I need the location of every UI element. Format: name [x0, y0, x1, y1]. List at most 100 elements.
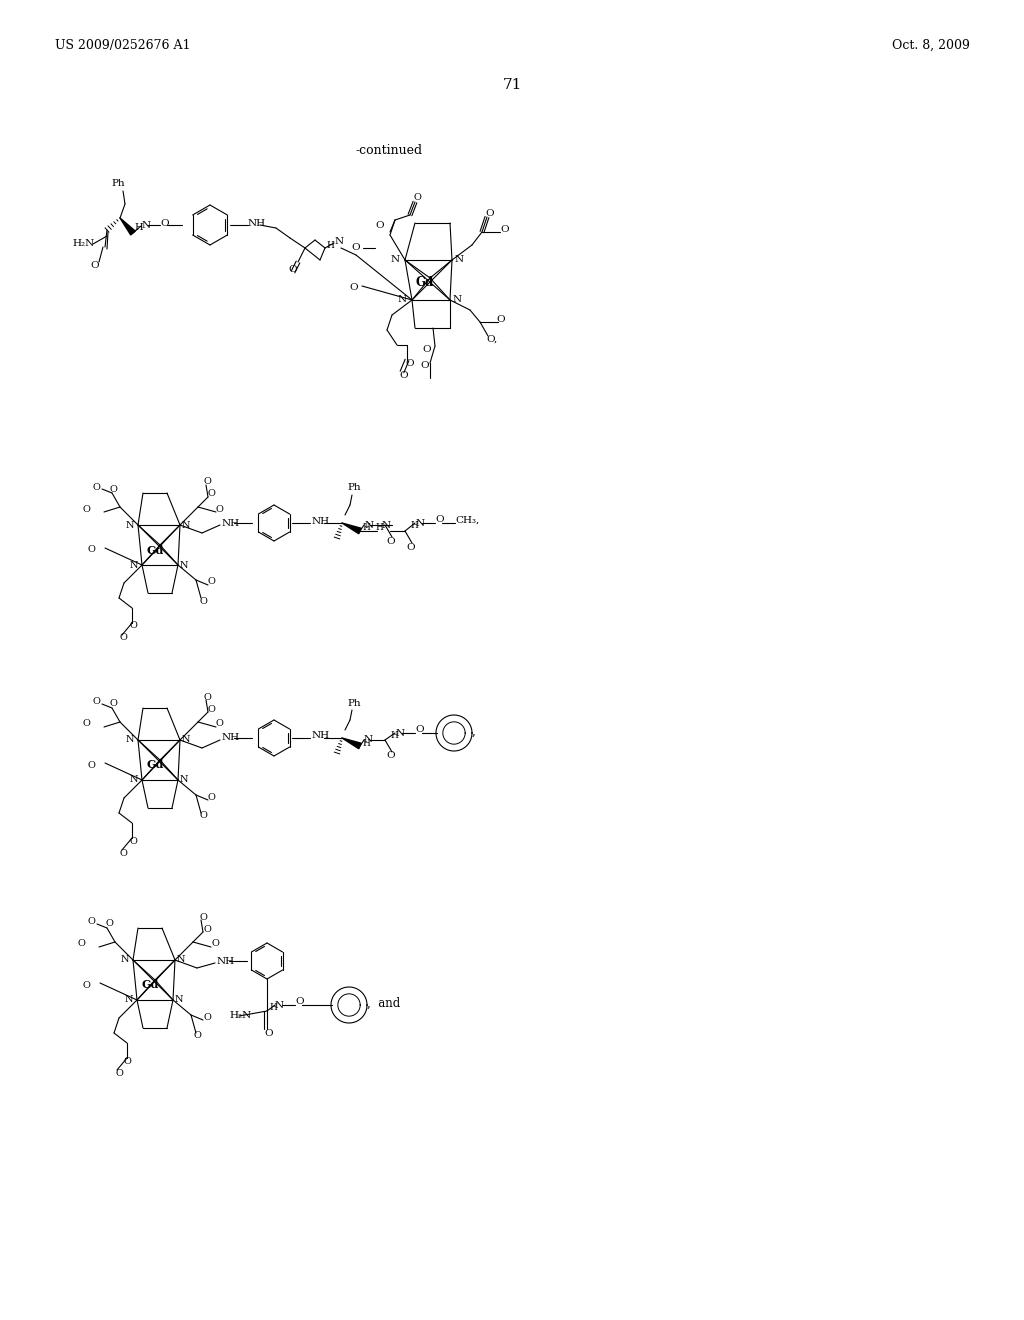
- Text: O: O: [194, 1031, 202, 1040]
- Text: NH: NH: [312, 731, 330, 741]
- Text: Ph: Ph: [347, 483, 360, 492]
- Text: N: N: [391, 256, 400, 264]
- Text: O: O: [208, 705, 216, 714]
- Text: N: N: [180, 561, 188, 569]
- Text: O: O: [375, 222, 384, 231]
- Text: N: N: [175, 995, 183, 1005]
- Text: Ph: Ph: [111, 178, 125, 187]
- Text: O: O: [115, 1068, 123, 1077]
- Text: O: O: [105, 920, 113, 928]
- Text: O: O: [87, 545, 95, 554]
- Text: NH: NH: [248, 219, 266, 227]
- Text: O: O: [87, 917, 95, 927]
- Text: O: O: [129, 837, 137, 846]
- Text: N: N: [126, 520, 134, 529]
- Text: H: H: [375, 524, 383, 532]
- Text: O: O: [208, 578, 216, 586]
- Text: Gd: Gd: [146, 759, 164, 771]
- Text: O: O: [415, 726, 424, 734]
- Text: 71: 71: [503, 78, 521, 92]
- Text: O: O: [211, 940, 219, 949]
- Text: O: O: [92, 483, 100, 491]
- Text: O: O: [203, 1012, 211, 1022]
- Text: N: N: [364, 735, 373, 744]
- Text: O: O: [110, 700, 118, 709]
- Text: O: O: [500, 226, 509, 235]
- Text: N: N: [365, 520, 374, 529]
- Text: N: N: [416, 519, 425, 528]
- Text: H: H: [362, 738, 370, 747]
- Text: O: O: [208, 490, 216, 499]
- Text: O: O: [204, 693, 212, 701]
- Text: O: O: [82, 504, 90, 513]
- Text: O: O: [203, 924, 211, 933]
- Text: -continued: -continued: [355, 144, 422, 157]
- Text: O: O: [82, 981, 90, 990]
- Text: H₂N: H₂N: [229, 1011, 251, 1020]
- Text: O: O: [77, 940, 85, 949]
- Text: N: N: [398, 296, 407, 305]
- Text: NH: NH: [222, 519, 240, 528]
- Text: H: H: [269, 1003, 276, 1012]
- Text: N: N: [275, 1001, 284, 1010]
- Text: O: O: [120, 849, 128, 858]
- Text: N: N: [180, 776, 188, 784]
- Text: O: O: [160, 219, 169, 228]
- Text: O: O: [208, 792, 216, 801]
- Text: O: O: [295, 998, 304, 1006]
- Text: O: O: [124, 1056, 132, 1065]
- Text: H₂N: H₂N: [72, 239, 94, 248]
- Text: H: H: [326, 240, 334, 249]
- Text: O: O: [216, 719, 224, 729]
- Polygon shape: [120, 218, 135, 235]
- Text: N: N: [142, 220, 152, 230]
- Text: N: N: [182, 520, 190, 529]
- Text: N: N: [382, 520, 391, 529]
- Text: N: N: [455, 256, 464, 264]
- Text: N: N: [121, 956, 129, 965]
- Text: N: N: [182, 735, 190, 744]
- Text: ,  and: , and: [367, 997, 400, 1010]
- Text: O,: O,: [486, 334, 498, 343]
- Text: N: N: [177, 956, 185, 965]
- Text: O: O: [216, 504, 224, 513]
- Text: ,: ,: [472, 725, 476, 738]
- Text: O: O: [435, 516, 443, 524]
- Text: N: N: [335, 238, 344, 247]
- Text: O: O: [120, 634, 128, 643]
- Text: N: N: [129, 561, 138, 569]
- Text: O: O: [264, 1028, 272, 1038]
- Text: O: O: [199, 912, 207, 921]
- Text: N: N: [453, 296, 462, 305]
- Text: N: N: [126, 735, 134, 744]
- Text: O: O: [422, 346, 431, 355]
- Text: O: O: [129, 622, 137, 631]
- Text: O: O: [496, 314, 505, 323]
- Text: NH: NH: [217, 957, 236, 965]
- Text: O: O: [406, 359, 414, 367]
- Text: N: N: [129, 776, 138, 784]
- Text: O: O: [204, 478, 212, 487]
- Text: Gd: Gd: [141, 979, 159, 990]
- Text: NH: NH: [222, 734, 240, 742]
- Text: O: O: [110, 484, 118, 494]
- Text: NH: NH: [312, 516, 330, 525]
- Text: O: O: [386, 536, 394, 545]
- Text: H: H: [135, 223, 143, 232]
- Text: O: O: [87, 760, 95, 770]
- Text: O: O: [90, 261, 98, 271]
- Text: H: H: [410, 521, 418, 531]
- Text: O: O: [399, 371, 408, 380]
- Text: O: O: [406, 543, 415, 552]
- Text: O: O: [199, 597, 207, 606]
- Text: O: O: [288, 265, 297, 275]
- Text: Oct. 8, 2009: Oct. 8, 2009: [892, 38, 970, 51]
- Text: O: O: [386, 751, 394, 760]
- Text: Gd: Gd: [146, 544, 164, 556]
- Text: O: O: [413, 194, 421, 202]
- Text: Gd: Gd: [416, 276, 434, 289]
- Text: N: N: [396, 729, 406, 738]
- Text: O: O: [199, 812, 207, 821]
- Text: O: O: [349, 284, 358, 293]
- Text: H: H: [362, 524, 370, 532]
